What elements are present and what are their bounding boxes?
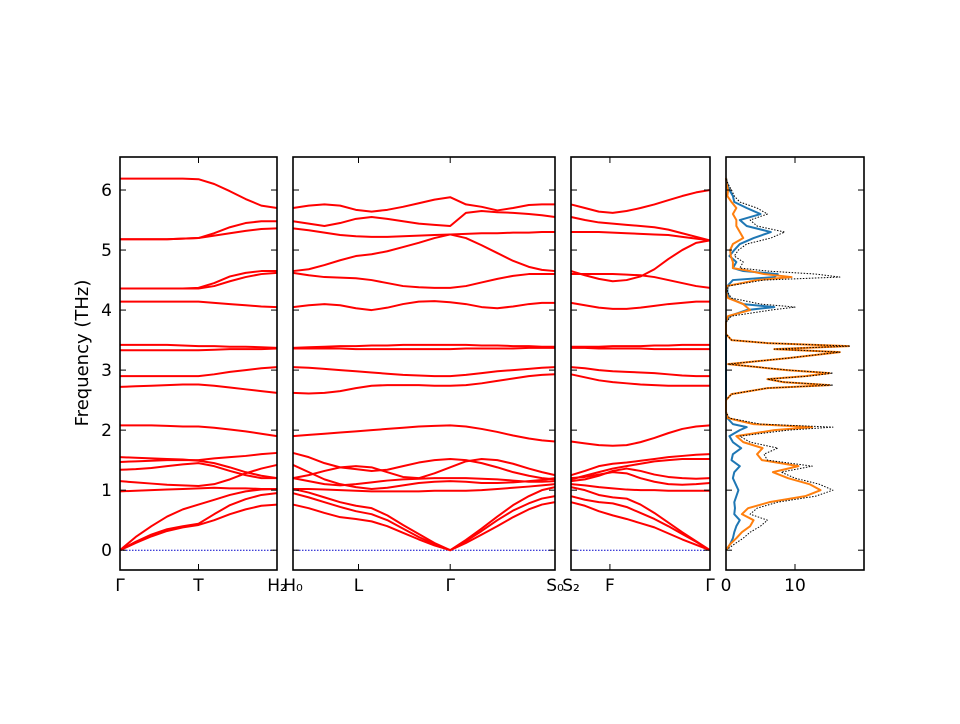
phonon-band-line bbox=[119, 487, 278, 551]
phonon-band-line bbox=[292, 501, 556, 552]
band-series-group bbox=[292, 196, 556, 552]
phonon-band-line bbox=[119, 462, 277, 480]
phonon-band-line bbox=[571, 346, 710, 351]
y-tick-label: 2 bbox=[101, 421, 112, 441]
phonon-band-line bbox=[292, 486, 556, 552]
phonon-band-line bbox=[570, 366, 710, 378]
high-symmetry-point-label: Γ bbox=[445, 576, 455, 596]
dos-projected-line-orange bbox=[725, 177, 850, 551]
phonon-band-line bbox=[120, 177, 278, 210]
band-series-group bbox=[570, 189, 711, 552]
y-tick-label: 6 bbox=[101, 181, 112, 201]
phonon-band-line bbox=[292, 457, 556, 480]
y-tick-label: 3 bbox=[101, 361, 112, 381]
phonon-band-line bbox=[120, 366, 278, 378]
phonon-band-line bbox=[570, 501, 711, 552]
high-symmetry-point-label: Γ bbox=[705, 576, 715, 596]
high-symmetry-point-label: S₀ bbox=[546, 576, 564, 596]
phonon-band-line bbox=[292, 424, 556, 443]
phonon-band-line bbox=[119, 456, 278, 480]
phonon-band-line bbox=[571, 273, 711, 289]
phonon-band-line bbox=[292, 300, 555, 312]
phonon-band-line bbox=[571, 343, 710, 348]
phonon-band-line bbox=[292, 492, 556, 552]
high-symmetry-point-label: Γ bbox=[115, 576, 125, 596]
high-symmetry-point-label: H₀ bbox=[283, 576, 303, 596]
y-axis-label: Frequency (THz) bbox=[72, 280, 93, 427]
phonon-band-line bbox=[292, 373, 556, 395]
phonon-band-line bbox=[293, 483, 556, 493]
phonon-band-line bbox=[120, 347, 278, 352]
high-symmetry-point-label: L bbox=[354, 576, 364, 596]
phonon-band-line bbox=[570, 486, 711, 552]
band-series-group bbox=[119, 177, 278, 552]
high-symmetry-point-label: F bbox=[605, 576, 615, 596]
phonon-band-line bbox=[570, 495, 711, 552]
dos-x-tick-label: 0 bbox=[721, 576, 732, 596]
y-tick-label: 5 bbox=[101, 241, 112, 261]
phonon-band-line bbox=[570, 453, 711, 477]
phonon-band-line bbox=[292, 210, 556, 228]
phonon-band-line bbox=[120, 300, 278, 309]
phonon-band-line bbox=[570, 189, 711, 214]
phonon-band-line bbox=[119, 486, 277, 493]
phonon-band-line bbox=[292, 227, 555, 238]
phonon-band-line bbox=[571, 231, 711, 242]
y-tick-label: 0 bbox=[101, 541, 112, 561]
phonon-band-line bbox=[292, 464, 556, 490]
phonon-band-line bbox=[119, 492, 278, 552]
y-tick-label: 1 bbox=[101, 481, 112, 501]
phonon-band-line bbox=[120, 424, 278, 438]
phonon-band-line bbox=[570, 457, 710, 481]
dos-total-line bbox=[725, 177, 851, 551]
band-panel-frame bbox=[292, 156, 556, 571]
phonon-band-line bbox=[293, 346, 555, 351]
phonon-band-line bbox=[570, 483, 710, 492]
phonon-band-line bbox=[570, 424, 711, 447]
phonon-band-line bbox=[292, 477, 556, 487]
dos-x-tick-label: 10 bbox=[784, 576, 806, 596]
phonon-band-line bbox=[570, 300, 710, 310]
band-panel-frame bbox=[570, 156, 711, 571]
high-symmetry-point-label: H₂ bbox=[267, 576, 287, 596]
phonon-band-line bbox=[120, 270, 277, 290]
phonon-band-line bbox=[292, 451, 556, 481]
phonon-band-line bbox=[570, 471, 711, 486]
phonon-band-line bbox=[120, 271, 278, 290]
high-symmetry-point-label: T bbox=[192, 576, 204, 596]
phonon-band-line bbox=[119, 503, 278, 552]
phonon-band-line bbox=[119, 463, 278, 487]
phonon-band-line bbox=[292, 196, 555, 213]
high-symmetry-point-label: S₂ bbox=[562, 576, 580, 596]
y-tick-label: 4 bbox=[101, 301, 112, 321]
phonon-band-line bbox=[292, 366, 556, 378]
phonon-band-line bbox=[570, 239, 711, 283]
phonon-band-line bbox=[570, 216, 711, 242]
phonon-band-line bbox=[292, 343, 555, 349]
phonon-band-line bbox=[292, 271, 555, 289]
phonon-band-line bbox=[292, 233, 556, 273]
phonon-band-line bbox=[120, 220, 277, 241]
phonon-band-line bbox=[119, 383, 278, 394]
phonon-band-line bbox=[570, 467, 711, 483]
phonon-band-line bbox=[120, 343, 278, 349]
phonon-band-line bbox=[570, 373, 710, 387]
